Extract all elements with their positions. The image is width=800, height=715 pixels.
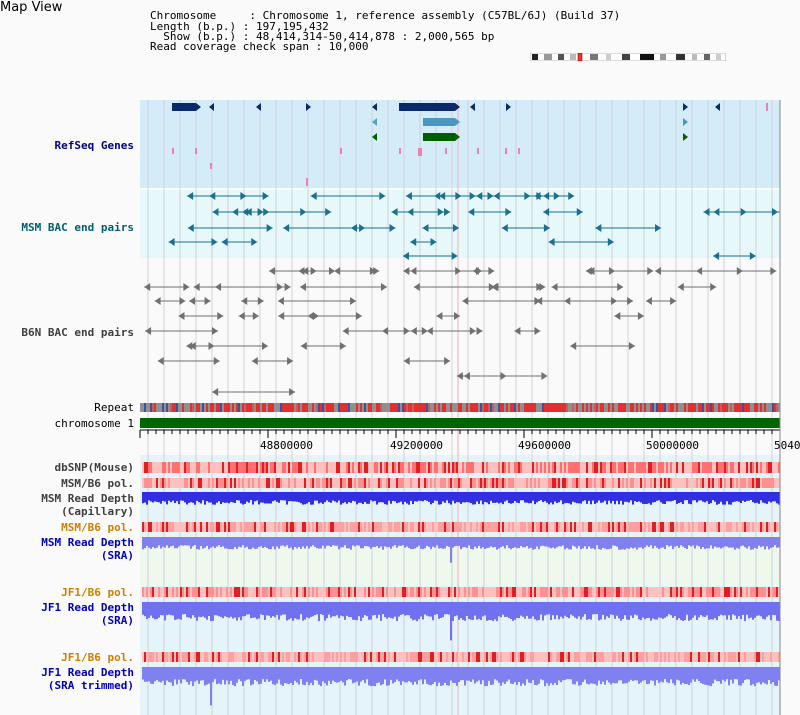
track-label-jf1-depth-trim-sub: (SRA trimmed) (47, 679, 134, 692)
ruler-ticks (139, 430, 781, 438)
b6n-bac-features (144, 267, 777, 396)
track-label-msm-depth-sra-sub: (SRA) (100, 549, 134, 562)
track-label-msm-depth-cap-sub: (Capillary) (61, 505, 134, 518)
read-depth-tracks (142, 492, 780, 706)
track-label-dbsnp[interactable]: dbSNP(Mouse) (54, 461, 134, 474)
msm-bac-features (168, 192, 780, 260)
polymorphism-tracks (142, 462, 780, 662)
refseq-track-bg (140, 100, 780, 188)
track-label-msm-bac[interactable]: MSM BAC end pairs (21, 221, 134, 234)
track-label-chromosome: chromosome 1 (54, 417, 134, 430)
msm-bac-track-bg (140, 190, 780, 258)
chromosome-info: Chromosome : Chromosome 1, reference ass… (150, 9, 621, 22)
scale-label-2: 49200000 (390, 439, 443, 452)
page-title: Map View (0, 0, 63, 15)
show-range-info: Show (b.p.) : 48,414,314-50,414,878 : 2,… (150, 30, 495, 43)
track-label-jf1-depth-sra[interactable]: JF1 Read Depth (41, 601, 134, 614)
track-label-jf1-depth-sra-sub: (SRA) (100, 614, 134, 627)
track-label-jf1-b6-pol-1[interactable]: JF1/B6 pol. (61, 586, 134, 599)
coverage-span-info: Read coverage check span : 10,000 (150, 40, 369, 53)
scale-label-3: 49600000 (518, 439, 571, 452)
chromosome-bar (140, 418, 780, 428)
track-label-msm-b6-pol-2[interactable]: MSM/B6 pol. (61, 521, 134, 534)
track-label-msm-depth-cap[interactable]: MSM Read Depth (41, 492, 134, 505)
track-label-b6n-bac[interactable]: B6N BAC end pairs (21, 326, 134, 339)
track-label-refseq[interactable]: RefSeq Genes (54, 139, 134, 152)
track-label-jf1-depth-trim[interactable]: JF1 Read Depth (41, 666, 134, 679)
track-label-repeat[interactable]: Repeat (94, 401, 134, 414)
track-label-jf1-b6-pol-2[interactable]: JF1/B6 pol. (61, 651, 134, 664)
chromosome-ideogram[interactable] (530, 53, 726, 61)
track-label-msm-b6-pol-1[interactable]: MSM/B6 pol. (61, 477, 134, 490)
repeat-track (140, 403, 780, 412)
track-label-msm-depth-sra[interactable]: MSM Read Depth (41, 536, 134, 549)
scale-label-4: 50000000 (646, 439, 699, 452)
refseq-genes (172, 103, 768, 186)
length-info: Length (b.p.) : 197,195,432 (150, 20, 329, 33)
scale-label-5: 5040 (774, 439, 800, 452)
scale-label-1: 48800000 (260, 439, 313, 452)
